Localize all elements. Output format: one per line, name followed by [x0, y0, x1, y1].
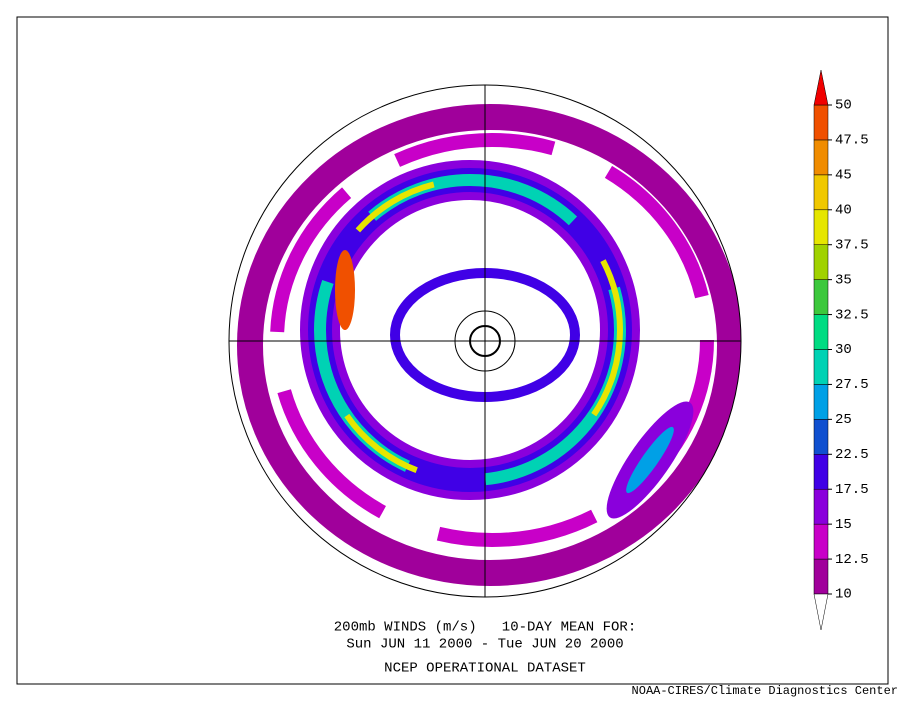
- colorbar-box: [813, 523, 829, 560]
- colorbar-box: [813, 104, 829, 141]
- colorbar-box: [813, 139, 829, 176]
- colorbar-label: 25: [835, 412, 852, 428]
- colorbar-box: [813, 314, 829, 350]
- caption-line: 200mb WINDS (m/s) 10-DAY MEAN FOR:: [334, 620, 636, 636]
- colorbar-label: 32.5: [835, 307, 869, 323]
- wind-band: [626, 426, 674, 494]
- colorbar-label: 37.5: [835, 237, 869, 253]
- colorbar-above: [813, 69, 829, 106]
- colorbar-label: 30: [835, 342, 852, 358]
- colorbar-box: [813, 419, 829, 455]
- credit: NOAA-CIRES/Climate Diagnostics Center: [632, 684, 898, 698]
- colorbar-label: 47.5: [835, 133, 869, 149]
- colorbar-box: [813, 244, 829, 280]
- caption-line: NCEP OPERATIONAL DATASET: [384, 661, 586, 677]
- caption-line: Sun JUN 11 2000 - Tue JUN 20 2000: [346, 637, 623, 653]
- colorbar-label: 50: [835, 98, 852, 114]
- colorbar-label: 27.5: [835, 377, 869, 393]
- jet-core: [335, 250, 355, 330]
- colorbar-box: [813, 384, 829, 420]
- colorbar-label: 45: [835, 168, 852, 184]
- wind-band: [317, 177, 623, 483]
- colorbar: 10 12.5 15 17.5 22.5 25 27.5 30 32.5 35 37.5 40 45 47…: [813, 69, 869, 631]
- colorbar-box: [813, 454, 829, 490]
- colorbar-box: [813, 349, 829, 385]
- colorbar-label: 15: [835, 517, 852, 533]
- wind-band: [270, 133, 714, 547]
- colorbar-label: 40: [835, 202, 852, 218]
- wind-band: [237, 104, 741, 586]
- colorbar-label: 10: [835, 587, 852, 603]
- colorbar-label: 22.5: [835, 447, 869, 463]
- colorbar-label: 35: [835, 272, 852, 288]
- colorbar-box: [813, 279, 829, 315]
- colorbar-box: [813, 174, 829, 211]
- colorbar-box: [813, 209, 829, 245]
- colorbar-box: [813, 488, 829, 525]
- colorbar-label: 17.5: [835, 482, 869, 498]
- colorbar-box: [813, 558, 829, 595]
- colorbar-label: 12.5: [835, 552, 869, 568]
- colorbar-below: [813, 593, 829, 631]
